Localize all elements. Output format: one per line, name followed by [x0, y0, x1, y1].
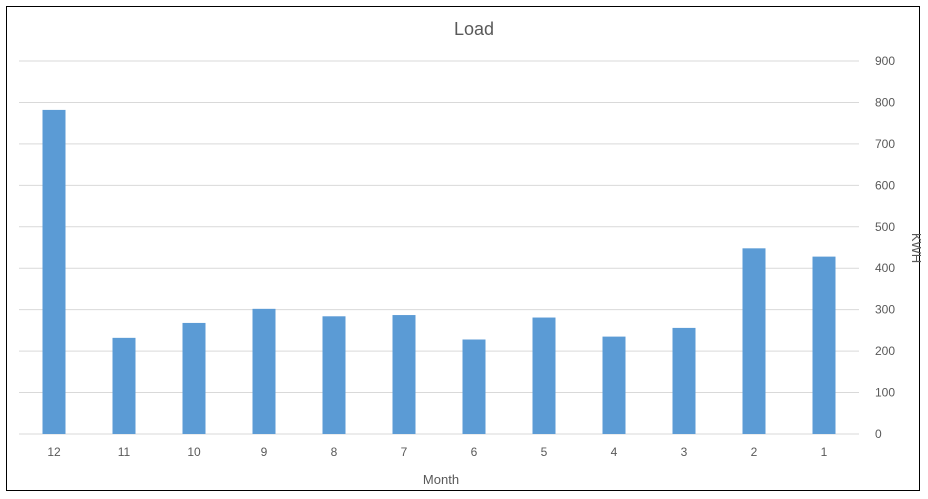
y-tick-label: 100	[875, 386, 895, 400]
bar	[532, 317, 556, 434]
x-tick-label: 6	[471, 445, 478, 459]
x-tick-label: 3	[681, 445, 688, 459]
bar	[742, 248, 766, 434]
y-tick-label: 600	[875, 178, 895, 192]
x-tick-label: 2	[751, 445, 758, 459]
bar	[812, 256, 836, 434]
bar	[322, 316, 346, 434]
y-tick-label: 700	[875, 137, 895, 151]
bar	[602, 336, 626, 434]
x-tick-label: 11	[118, 445, 131, 459]
x-tick-label: 7	[401, 445, 408, 459]
x-axis-label: Month	[423, 472, 459, 487]
y-tick-label: 800	[875, 95, 895, 109]
y-tick-label: 400	[875, 261, 895, 275]
bar	[182, 322, 206, 434]
x-tick-label: 10	[187, 445, 201, 459]
y-tick-label: 900	[875, 54, 895, 68]
x-tick-label: 8	[331, 445, 338, 459]
bar	[672, 327, 696, 434]
x-tick-label: 5	[541, 445, 548, 459]
gridlines	[19, 60, 859, 435]
y-axis-label: KWH	[909, 233, 924, 263]
y-tick-label: 200	[875, 344, 895, 358]
bar	[112, 337, 136, 434]
y-axis-ticks: 0 100 200 300 400 500 600 700 800 900	[875, 54, 895, 441]
chart-title: Load	[454, 19, 494, 39]
y-tick-label: 300	[875, 303, 895, 317]
x-tick-label: 12	[47, 445, 61, 459]
bar	[252, 308, 276, 434]
x-tick-label: 4	[611, 445, 618, 459]
bar	[462, 339, 486, 434]
y-tick-label: 0	[875, 427, 882, 441]
x-axis-ticks: 12 11 10 9 8 7 6 5 4 3 2 1	[47, 445, 827, 459]
x-tick-label: 1	[821, 445, 828, 459]
y-tick-label: 500	[875, 220, 895, 234]
x-tick-label: 9	[261, 445, 268, 459]
bar	[392, 315, 416, 434]
bars	[42, 109, 836, 434]
bar	[42, 109, 66, 434]
